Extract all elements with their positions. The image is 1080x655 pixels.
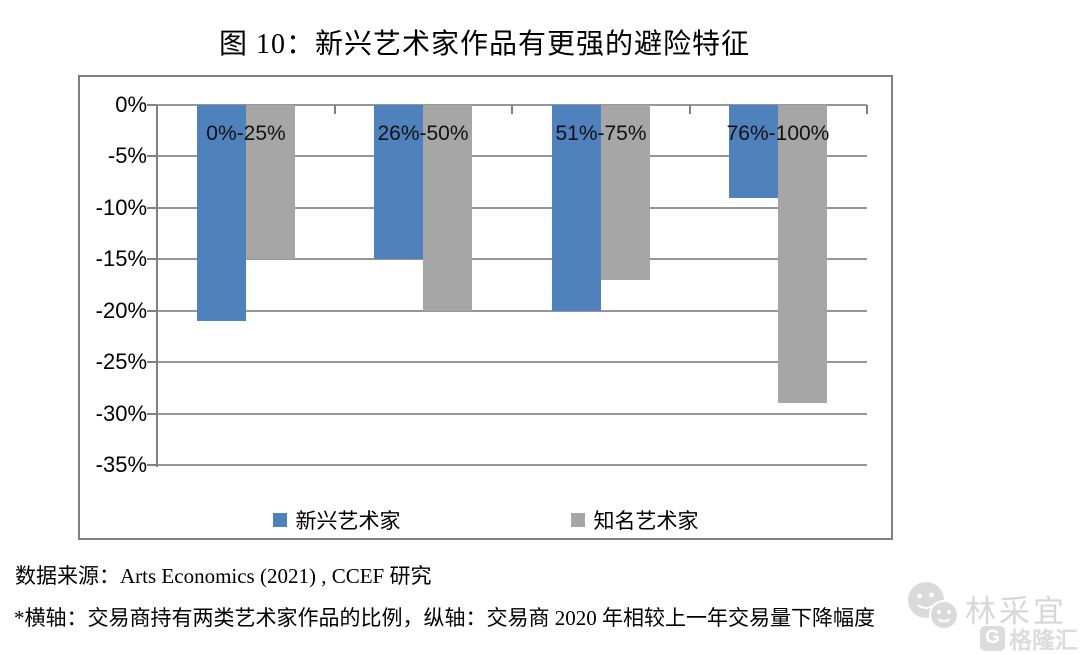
legend-item: 新兴艺术家 — [272, 505, 401, 535]
legend-swatch — [570, 513, 585, 527]
gridline — [157, 361, 867, 363]
x-axis-tick — [511, 105, 513, 114]
gridline — [157, 413, 867, 415]
bar-s0-c1 — [374, 105, 423, 259]
chart-title: 图 10：新兴艺术家作品有更强的避险特征 — [218, 29, 750, 60]
y-axis-tick — [147, 413, 157, 415]
x-axis-tick — [866, 105, 868, 114]
gridline — [157, 155, 867, 157]
bar-s1-c0 — [246, 105, 295, 259]
figure-box: 0% -5% -10% -15% -20% -25% -30% -35% 0%-25% 26%-5… — [78, 75, 893, 540]
y-axis-label: 0% — [115, 92, 147, 117]
data-source-note: 数据来源：Arts Economics (2021) , CCEF 研究 — [15, 564, 432, 588]
legend-label: 新兴艺术家 — [295, 509, 401, 533]
category-label: 76%-100% — [726, 122, 830, 145]
y-axis-label: -15% — [95, 246, 147, 271]
y-axis-tick — [147, 104, 157, 106]
gridline — [157, 258, 867, 260]
y-axis-label: -30% — [95, 401, 147, 426]
legend-item: 知名艺术家 — [570, 505, 699, 535]
axis-footnote: *横轴：交易商持有两类艺术家作品的比例，纵轴：交易商 2020 年相较上一年交易… — [14, 606, 875, 630]
y-axis-label: -25% — [95, 349, 147, 374]
x-axis-tick — [689, 105, 691, 114]
plot-area: 0% -5% -10% -15% -20% -25% -30% -35% 0%-25% 26%-5… — [96, 92, 868, 477]
y-axis-tick — [147, 207, 157, 209]
bar-s0-c0 — [197, 105, 246, 321]
y-axis-label: -5% — [107, 143, 147, 168]
legend-label: 知名艺术家 — [593, 509, 699, 533]
category-label: 26%-50% — [377, 122, 469, 145]
bar-s0-c2 — [552, 105, 601, 311]
x-axis-tick — [334, 105, 336, 114]
chart-legend: 新兴艺术家 知名艺术家 — [80, 505, 891, 535]
y-axis-tick — [147, 258, 157, 260]
y-axis-label: -10% — [95, 195, 147, 220]
y-axis-label: -35% — [95, 452, 147, 477]
y-axis-tick — [147, 155, 157, 157]
gridline — [157, 207, 867, 209]
legend-swatch — [272, 513, 287, 527]
y-axis-tick — [147, 361, 157, 363]
bar-s0-c3 — [729, 105, 778, 198]
y-axis-tick — [147, 310, 157, 312]
bar-s1-c1 — [423, 105, 472, 311]
category-label: 51%-75% — [555, 122, 647, 145]
y-axis-label: -20% — [95, 298, 147, 323]
bar-s1-c3 — [778, 105, 827, 403]
category-label: 0%-25% — [206, 122, 286, 145]
gridline — [157, 310, 867, 312]
bar-s1-c2 — [601, 105, 650, 280]
y-axis-line — [156, 105, 158, 467]
gridline — [157, 464, 867, 466]
y-axis-tick — [147, 464, 157, 466]
